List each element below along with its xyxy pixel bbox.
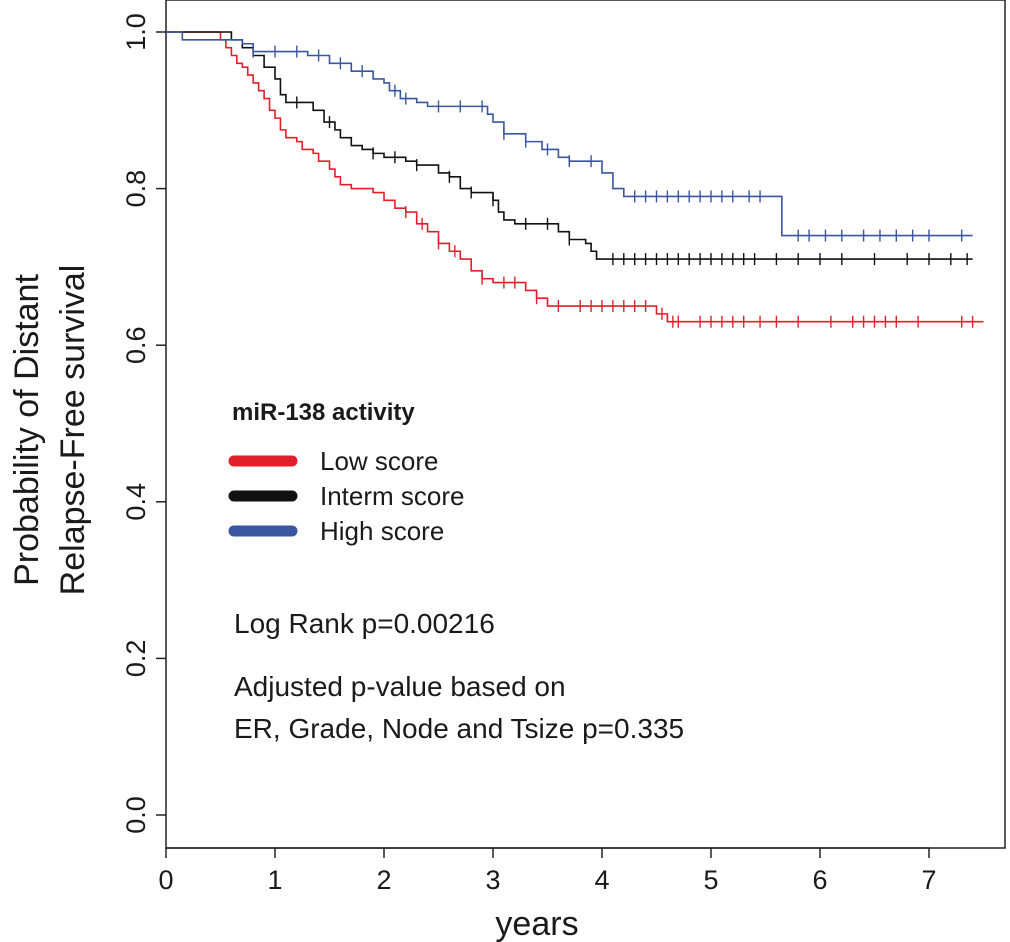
legend: miR-138 activity Low score Interm score … — [228, 399, 465, 546]
x-tick-label: 3 — [485, 865, 500, 895]
x-tick-label: 4 — [594, 865, 609, 895]
survival-curve — [166, 31, 984, 323]
series-1 — [166, 31, 973, 266]
survival-curve — [166, 31, 973, 237]
y-tick-label: 0.8 — [121, 170, 151, 208]
y-tick-label: 0.2 — [121, 640, 151, 678]
series-layer — [166, 31, 984, 328]
adjusted-pvalue-line1: Adjusted p-value based on — [234, 671, 566, 702]
x-tick-label: 7 — [921, 865, 936, 895]
x-axis-title: years — [495, 905, 578, 942]
survival-curve — [166, 31, 973, 260]
y-axis: 0.0 0.2 0.4 0.6 0.8 1.0 — [121, 13, 166, 834]
y-tick-label: 0.4 — [121, 483, 151, 521]
y-axis-title-line2: Relapse-Free survival — [54, 265, 92, 596]
x-tick-label: 6 — [812, 865, 827, 895]
series-2 — [166, 31, 973, 242]
legend-label-low: Low score — [320, 446, 439, 476]
adjusted-pvalue-line2: ER, Grade, Node and Tsize p=0.335 — [234, 713, 684, 744]
series-0 — [166, 31, 984, 328]
y-tick-label: 0.6 — [121, 326, 151, 364]
x-tick-label: 2 — [376, 865, 391, 895]
y-axis-title-line1: Probability of Distant — [8, 274, 46, 586]
x-tick-label: 5 — [703, 865, 718, 895]
x-tick-label: 1 — [267, 865, 282, 895]
legend-label-interm: Interm score — [320, 481, 465, 511]
y-tick-label: 0.0 — [121, 796, 151, 834]
legend-title: miR-138 activity — [232, 399, 415, 426]
log-rank-annotation: Log Rank p=0.00216 — [234, 608, 495, 639]
y-tick-label: 1.0 — [121, 13, 151, 51]
x-tick-label: 0 — [158, 865, 173, 895]
x-axis: 0 1 2 3 4 5 6 7 — [158, 847, 937, 895]
legend-label-high: High score — [320, 516, 444, 546]
